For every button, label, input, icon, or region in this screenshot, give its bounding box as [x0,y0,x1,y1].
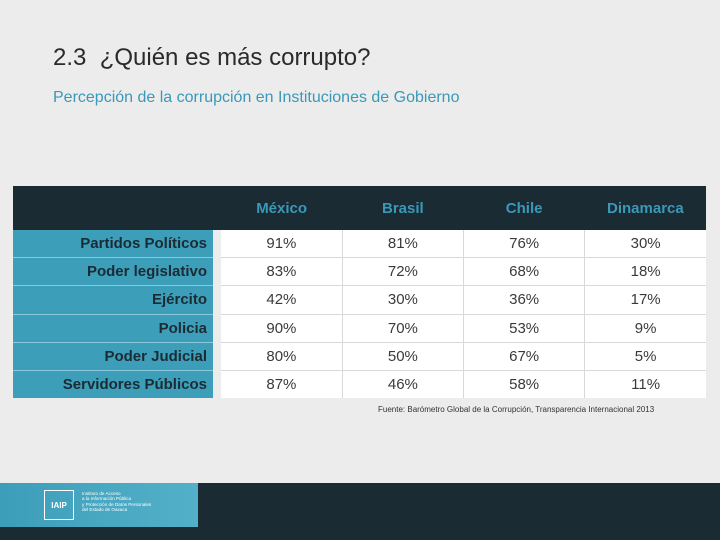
logo-caption-line: del Estado de Oaxaca [82,507,128,513]
table-cell: 87% [221,370,343,399]
table-cell: 18% [584,257,706,287]
table-cell: 67% [463,342,586,371]
row-gap [213,342,221,371]
table-row: Poder Judicial 80% 50% 67% 5% [13,342,706,371]
footer-logo-area: IAIP Instituto de Acceso a la Informació… [0,483,198,527]
column-header-chile: Chile [463,186,585,230]
column-header-dinamarca: Dinamarca [584,186,706,230]
table-row: Servidores Públicos 87% 46% 58% 11% [13,370,706,399]
table-cell: 30% [584,230,706,259]
table-row: Ejército 42% 30% 36% 17% [13,285,706,315]
row-gap [213,285,221,315]
table-cell: 53% [463,314,586,343]
row-label: Servidores Públicos [13,370,213,399]
table-cell: 68% [463,257,586,287]
corruption-table: México Brasil Chile Dinamarca Partidos P… [13,186,706,399]
logo-caption-line: a la Información Pública [82,496,132,502]
table-cell: 36% [463,285,586,315]
row-gap [213,230,221,258]
table-cell: 11% [584,370,706,399]
column-header-mexico: México [221,186,343,230]
row-label: Poder Judicial [13,342,213,371]
footer-bar: IAIP Instituto de Acceso a la Informació… [0,483,720,540]
table-cell: 83% [221,257,343,287]
table-cell: 9% [584,314,706,343]
table-cell: 70% [342,314,465,343]
row-label: Ejército [13,285,213,315]
table-row: Policia 90% 70% 53% 9% [13,314,706,343]
source-note: Fuente: Barómetro Global de la Corrupció… [378,405,655,414]
table-header-row: México Brasil Chile Dinamarca [13,186,706,230]
logo-caption-line: y Protección de Datos Personales [82,501,152,507]
iaip-logo: IAIP [44,490,74,520]
row-label: Poder legislativo [13,257,213,287]
row-label: Partidos Políticos [13,230,213,259]
table-cell: 58% [463,370,586,399]
row-gap [213,257,221,286]
table-row: Partidos Políticos 91% 81% 76% 30% [13,230,706,259]
slide-subtitle: Percepción de la corrupción en Instituci… [53,89,460,106]
table-cell: 5% [584,342,706,371]
column-header-brasil: Brasil [342,186,464,230]
table-cell: 72% [342,257,465,287]
logo-caption-line: Instituto de Acceso [82,491,121,496]
table-cell: 80% [221,342,343,371]
table-cell: 46% [342,370,465,399]
table-cell: 50% [342,342,465,371]
row-label: Policia [13,314,213,343]
table-cell: 42% [221,285,343,315]
logo-caption: Instituto de Acceso a la Información Púb… [82,491,192,513]
table-cell: 81% [342,230,465,259]
row-gap [213,314,221,343]
table-cell: 90% [221,314,343,343]
table-cell: 91% [221,230,343,259]
row-gap [213,370,221,399]
table-cell: 17% [584,285,706,315]
slide-title: 2.3 ¿Quién es más corrupto? [53,44,371,71]
table-corner [13,186,221,230]
table-row: Poder legislativo 83% 72% 68% 18% [13,257,706,287]
table-cell: 30% [342,285,465,315]
table-cell: 76% [463,230,586,259]
